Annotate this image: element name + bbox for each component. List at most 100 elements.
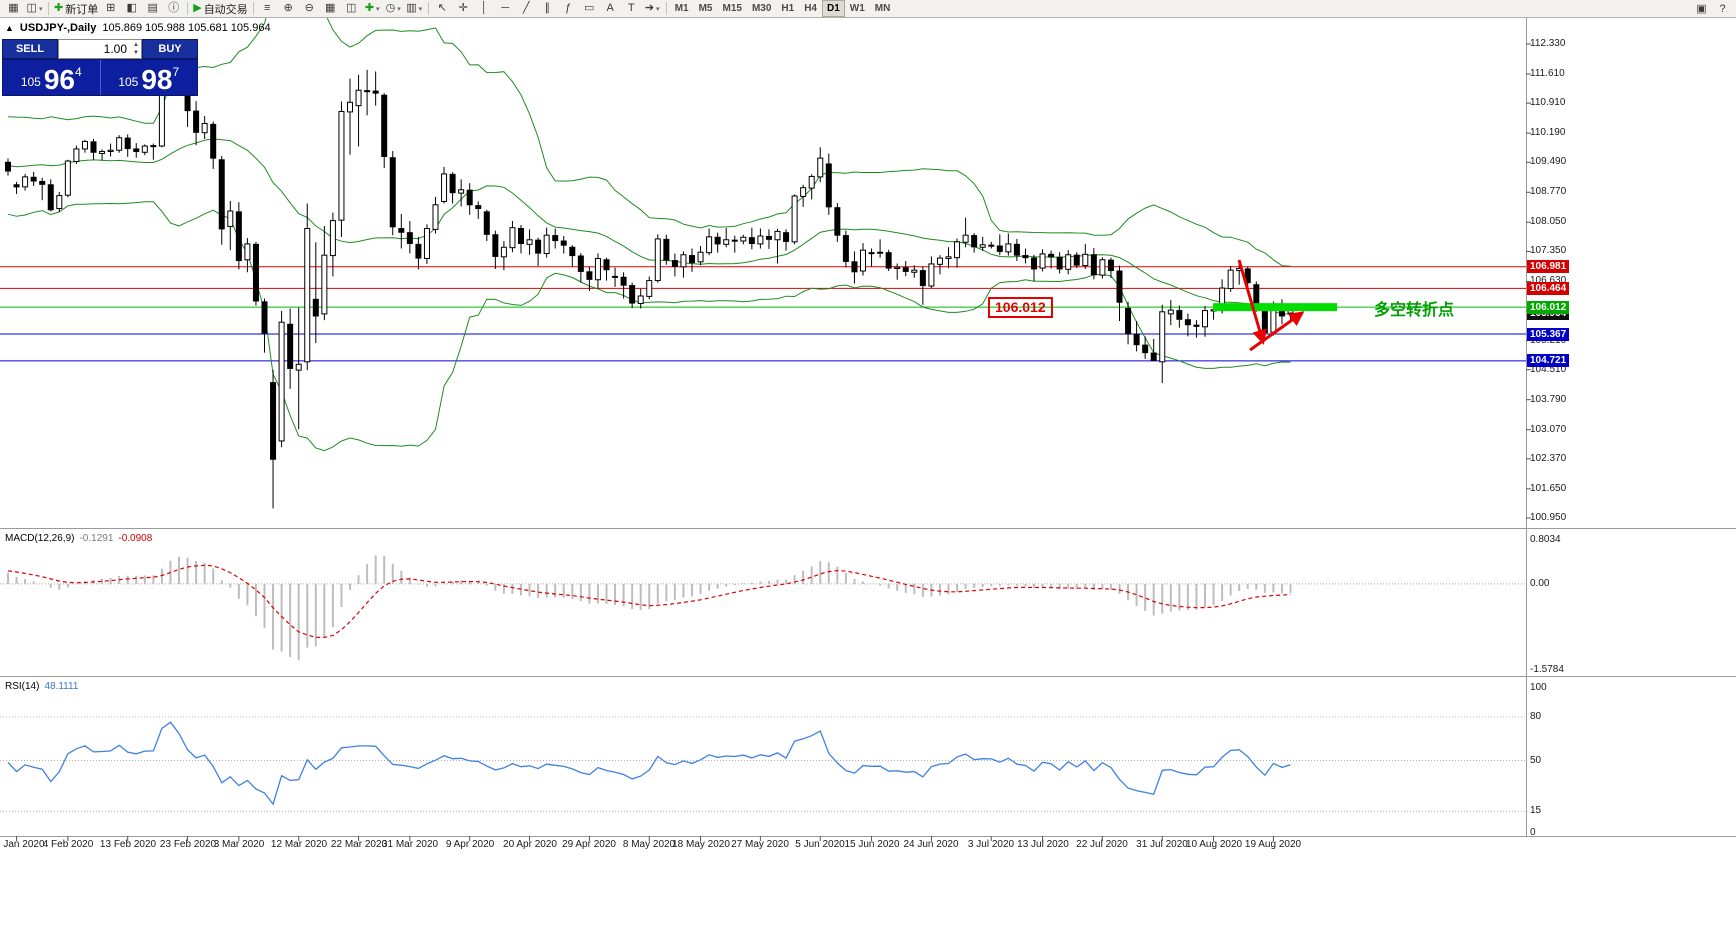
horizontal-line-button[interactable]: ─ <box>495 1 516 17</box>
date-tick: 10 Aug 2020 <box>1185 839 1243 850</box>
date-tick: 26 Jan 2020 <box>0 839 45 850</box>
templates-button[interactable]: ▥ ▾ <box>404 1 425 17</box>
timeframe-mn[interactable]: MN <box>874 3 891 14</box>
date-tick: 13 Feb 2020 <box>99 839 157 850</box>
indicator-list-icon: ≡ <box>263 2 271 14</box>
macd-axis-tick: 0.8034 <box>1530 534 1561 545</box>
turning-point-annotation[interactable]: 多空转折点 <box>1374 302 1455 319</box>
one-click-collapse-icon[interactable]: ▲ <box>5 23 14 33</box>
date-tick: 5 Jun 2020 <box>795 839 845 850</box>
text-label-button[interactable]: T <box>621 1 642 17</box>
tile-windows-button[interactable]: ▦ <box>320 1 341 17</box>
trendline-icon: ╱ <box>522 2 530 14</box>
navigator-icon: ▤ <box>147 2 158 14</box>
navigator-button[interactable]: ▤ <box>142 1 163 17</box>
chart-type-button[interactable]: ◫ ▾ <box>24 1 45 17</box>
price-tick: 104.510 <box>1530 364 1567 375</box>
trendline-button[interactable]: ╱ <box>516 1 537 17</box>
arrows-tool-button[interactable]: ➔ ▾ <box>642 1 663 17</box>
timeframe-h4[interactable]: H4 <box>804 3 817 14</box>
auto-trading-label: 自动交易 <box>203 3 248 16</box>
buy-price-button[interactable]: 105 98 7 <box>101 60 198 95</box>
timeframe-m1[interactable]: M1 <box>674 3 689 14</box>
rsi-axis-tick: 0 <box>1530 827 1536 838</box>
drawn-objects[interactable] <box>1213 259 1337 352</box>
zoom-in-icon: ⊕ <box>283 2 293 14</box>
shapes-button[interactable]: ▭ <box>579 1 600 17</box>
terminal-button[interactable]: ⓘ <box>163 1 184 17</box>
date-tick: 8 May 2020 <box>622 839 676 850</box>
rsi-axis-tick: 15 <box>1530 805 1542 816</box>
buy-button[interactable]: BUY <box>142 39 198 59</box>
text-button[interactable]: A <box>600 1 621 17</box>
volume-stepper[interactable]: ▲ ▼ <box>133 42 139 56</box>
timeframe-h1[interactable]: H1 <box>781 3 795 14</box>
cursor-button[interactable]: ↖ <box>432 1 453 17</box>
cascade-windows-button[interactable]: ◫ <box>341 1 362 17</box>
timeframe-m5[interactable]: M5 <box>698 3 713 14</box>
new-order-button[interactable]: ✚ 新订单 <box>52 1 100 17</box>
thick-trend-segment[interactable] <box>1213 303 1337 312</box>
vertical-line-button[interactable]: │ <box>474 1 495 17</box>
date-tick: 31 Mar 2020 <box>381 839 439 850</box>
sell-price-button[interactable]: 105 96 4 <box>3 60 101 95</box>
horizontal-line-icon: ─ <box>501 2 510 14</box>
arrows-tool-dropdown-icon: ▾ <box>656 5 660 13</box>
candlesticks <box>5 48 1294 509</box>
timeframe-m15[interactable]: M15 <box>722 3 742 14</box>
date-tick: 19 Aug 2020 <box>1244 839 1302 850</box>
crosshair-button[interactable]: ✛ <box>453 1 474 17</box>
price-tick: 108.770 <box>1530 186 1567 197</box>
date-tick: 24 Jun 2020 <box>903 839 959 850</box>
date-tick: 23 Feb 2020 <box>159 839 217 850</box>
market-watch-button[interactable]: ⊞ <box>100 1 121 17</box>
toolbar-separator <box>427 2 429 15</box>
price-tick: 101.650 <box>1530 483 1567 494</box>
auto-trading-icon: ▶ <box>193 2 202 14</box>
fibonacci-button[interactable]: ƒ <box>558 1 579 17</box>
rsi-label: RSI(14) 48.1111 <box>5 681 78 692</box>
sell-point: 4 <box>75 65 82 79</box>
macd-value-main: -0.1291 <box>79 533 114 544</box>
rsi-axis-tick: 100 <box>1530 682 1547 693</box>
sell-button[interactable]: SELL <box>2 39 58 59</box>
add-indicator-button[interactable]: ✚ ▾ <box>362 1 383 17</box>
volume-input[interactable]: 1.00 ▲ ▼ <box>58 39 142 59</box>
terminal-icon: ⓘ <box>168 2 180 14</box>
fullscreen-button[interactable]: ▣ <box>1696 3 1707 15</box>
macd-axis-tick: 0.00 <box>1530 578 1550 589</box>
timeframe-w1[interactable]: W1 <box>849 3 865 14</box>
add-indicator-icon: ✚ <box>364 2 375 14</box>
date-tick: 18 May 2020 <box>672 839 730 850</box>
help-button[interactable]: ? <box>1719 2 1726 15</box>
zoom-in-button[interactable]: ⊕ <box>278 1 299 17</box>
equidistant-channel-button[interactable]: ∥ <box>537 1 558 17</box>
price-tick: 108.050 <box>1530 216 1567 227</box>
price-tick: 107.350 <box>1530 245 1567 256</box>
shapes-icon: ▭ <box>583 2 595 14</box>
zoom-out-button[interactable]: ⊖ <box>299 1 320 17</box>
horizontal-level-lines[interactable] <box>0 266 1526 362</box>
price-tick: 103.070 <box>1530 424 1567 435</box>
trend-arrow-1[interactable] <box>1237 259 1267 345</box>
trend-arrow-2[interactable] <box>1249 311 1305 352</box>
indicator-list-button[interactable]: ≡ <box>257 1 278 17</box>
price-tick: 112.330 <box>1530 38 1566 49</box>
vertical-line-icon: │ <box>480 2 488 14</box>
price-callout-box[interactable]: 106.012 <box>988 297 1053 318</box>
date-tick: 13 Jul 2020 <box>1017 839 1069 850</box>
date-tick: 12 Mar 2020 <box>270 839 328 850</box>
timeframe-m30[interactable]: M30 <box>751 3 772 14</box>
date-tick: 4 Feb 2020 <box>42 839 94 850</box>
level-price-tag: 106.981 <box>1527 260 1570 273</box>
timeframe-d1[interactable]: D1 <box>822 0 845 17</box>
data-window-button[interactable]: ◧ <box>121 1 142 17</box>
periods-button[interactable]: ◷ ▾ <box>383 1 404 17</box>
equidistant-channel-icon: ∥ <box>544 2 550 14</box>
auto-trading-button[interactable]: ▶ 自动交易 <box>191 1 249 17</box>
symbol-period-label: USDJPY-,Daily <box>19 22 97 34</box>
new-chart-button[interactable]: ▦ <box>3 1 24 17</box>
date-tick: 9 Apr 2020 <box>445 839 495 850</box>
price-tick: 110.190 <box>1530 127 1566 138</box>
